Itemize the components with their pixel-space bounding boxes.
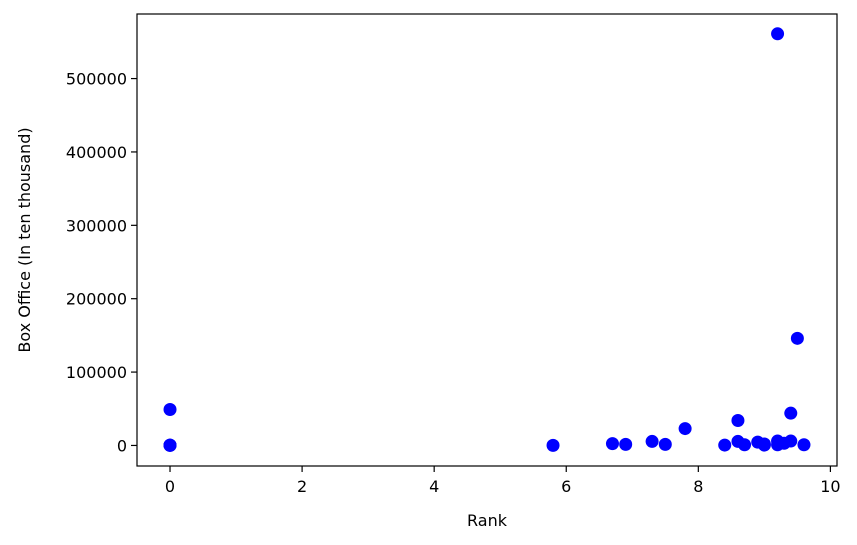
- scatter-point: [163, 438, 177, 452]
- x-tick-label: 8: [693, 477, 703, 496]
- scatter-point: [738, 438, 752, 452]
- scatter-point: [771, 27, 785, 41]
- scatter-point: [797, 438, 811, 452]
- plot-frame: [136, 13, 838, 467]
- scatter-point: [678, 422, 692, 436]
- y-tick-label: 500000: [66, 70, 127, 89]
- scatter-point: [757, 438, 771, 452]
- x-tick-label: 2: [297, 477, 307, 496]
- x-axis-ticks: 0 2 4 6 8 10: [165, 466, 841, 496]
- scatter-point: [790, 331, 804, 345]
- scatter-point: [784, 434, 798, 448]
- scatter-point: [784, 406, 798, 420]
- data-points: [163, 27, 811, 452]
- y-tick-label: 0: [117, 436, 127, 455]
- x-tick-label: 0: [165, 477, 175, 496]
- y-tick-label: 300000: [66, 216, 127, 235]
- y-axis-label: Box Office (In ten thousand): [15, 127, 34, 352]
- scatter-point: [718, 438, 732, 452]
- scatter-point: [619, 437, 633, 451]
- scatter-point: [645, 434, 659, 448]
- x-axis-label: Rank: [467, 511, 508, 530]
- y-tick-label: 200000: [66, 290, 127, 309]
- y-tick-label: 100000: [66, 363, 127, 382]
- y-tick-label: 400000: [66, 143, 127, 162]
- x-tick-label: 10: [820, 477, 840, 496]
- y-axis-ticks: 0 100000 200000 300000 400000 500000: [66, 70, 137, 455]
- scatter-point: [546, 438, 560, 452]
- scatter-point: [605, 437, 619, 451]
- scatter-point: [658, 437, 672, 451]
- x-tick-label: 4: [429, 477, 439, 496]
- x-tick-label: 6: [561, 477, 571, 496]
- scatter-point: [731, 414, 745, 428]
- scatter-point: [163, 403, 177, 416]
